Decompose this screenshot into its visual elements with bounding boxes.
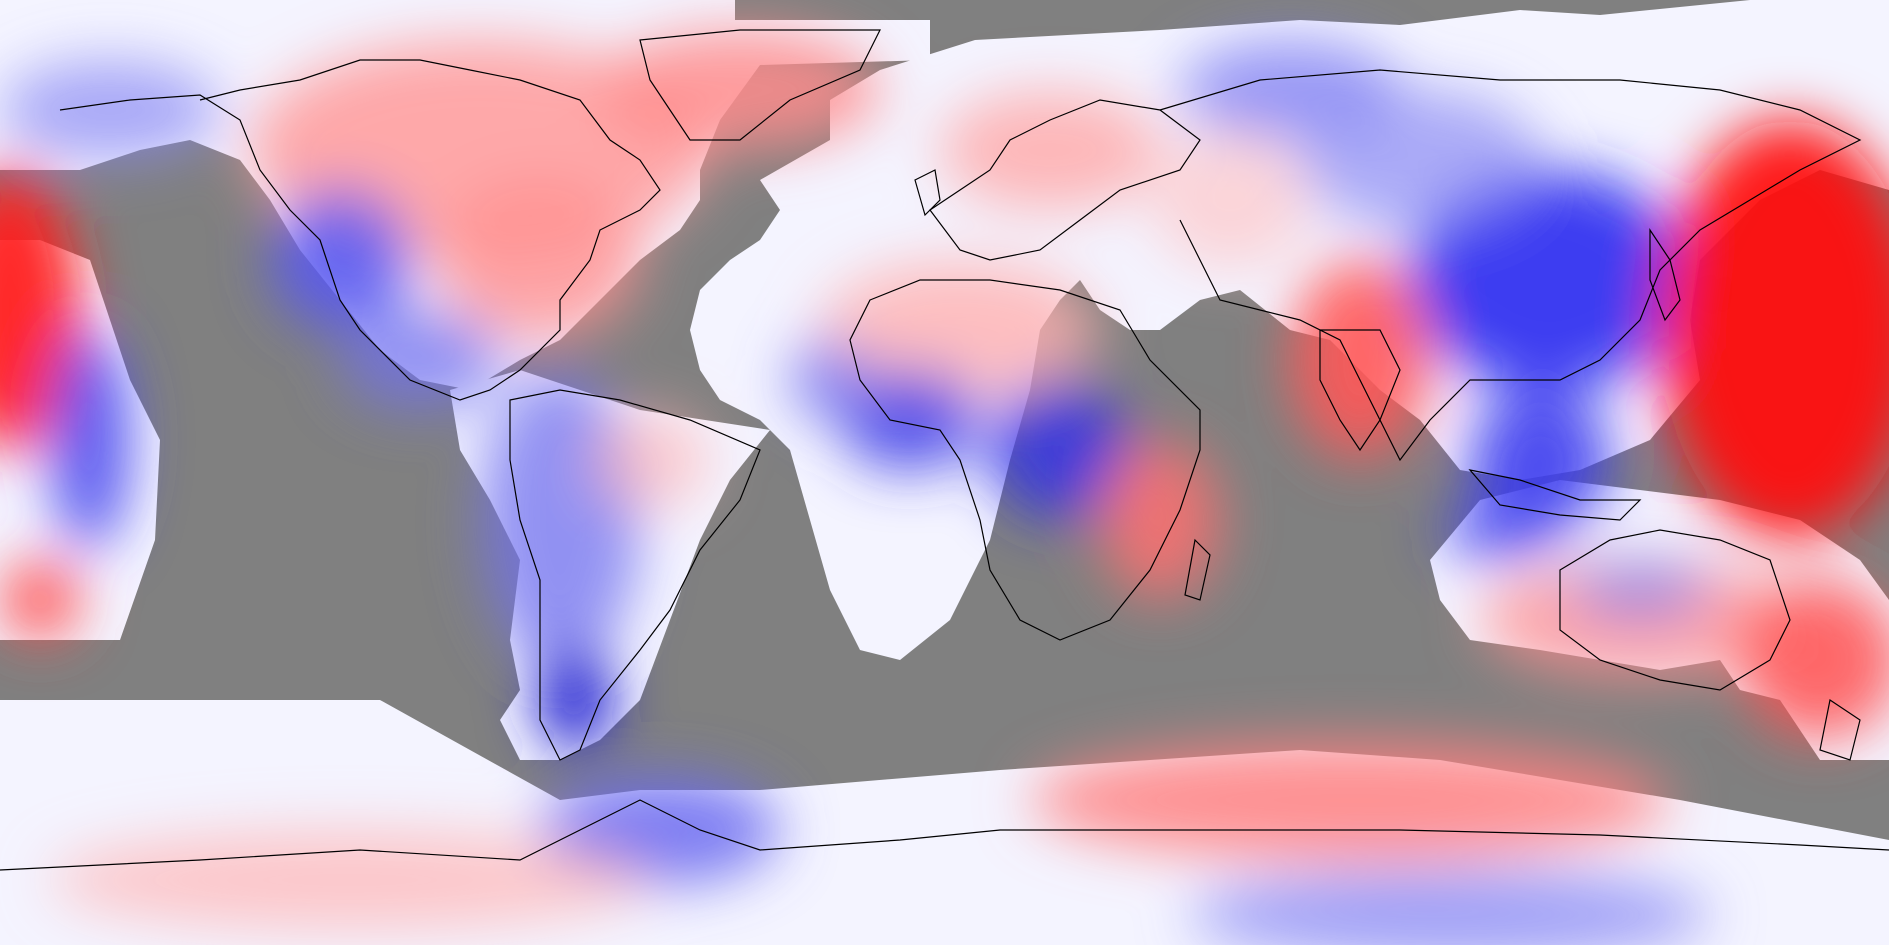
anomaly-greenland-warm: [600, 30, 880, 150]
coast-antarctica: [0, 799, 1889, 871]
anomaly-central-asia-warm: [1150, 130, 1310, 270]
anomaly-senegal-cool: [790, 340, 870, 420]
coast-india: [1319, 329, 1401, 452]
anomaly-pacific-west-cool: [50, 330, 130, 550]
coast-madagascar: [1184, 538, 1211, 601]
coast-new-zealand: [1819, 699, 1861, 761]
anomaly-antarctica-west-warm: [50, 830, 650, 930]
coast-europe: [929, 99, 1201, 261]
anomaly-se-africa-warm: [1100, 440, 1220, 600]
anomaly-sahara-warm: [820, 260, 1100, 400]
anomaly-asia-cool-band: [1300, 90, 1540, 230]
coast-australia: [1559, 529, 1791, 691]
anomaly-arctic-cool: [0, 60, 220, 160]
coastlines: [0, 29, 1889, 871]
anomaly-andes-cool: [480, 370, 640, 670]
anomaly-pacific-sw-warm: [0, 560, 80, 640]
anomaly-southern-ocean-warm: [1030, 740, 1670, 860]
anomaly-patagonia-cool: [535, 650, 615, 750]
anomaly-east-africa-cool: [990, 380, 1130, 520]
anomaly-china-cool: [1410, 170, 1690, 390]
coast-asia: [1159, 69, 1862, 462]
anomaly-nw-pacific-warm: [1660, 120, 1889, 540]
anomaly-indochina-cool: [1470, 390, 1610, 530]
anomaly-tasman-warm: [1740, 580, 1889, 740]
anomaly-antarctica-cool: [1190, 870, 1710, 945]
anomaly-india-warm: [1290, 260, 1430, 460]
coast-africa: [849, 279, 1201, 641]
anomaly-west-africa-cool: [840, 370, 980, 470]
anomaly-amazon-warm: [590, 410, 710, 510]
coast-indonesia: [1468, 469, 1642, 521]
anomaly-australia-cool: [1570, 560, 1710, 620]
anomaly-mexico-cool: [340, 310, 500, 410]
coast-japan: [1649, 228, 1681, 322]
coast-greenland: [639, 29, 881, 141]
coast-north-america: [59, 59, 661, 401]
anomaly-indonesia-cool: [1440, 500, 1560, 560]
anomaly-eastern-us-warm: [440, 180, 640, 340]
coast-uk: [914, 169, 941, 217]
anomaly-scandinavia-warm: [940, 90, 1160, 210]
coast-south-america: [509, 389, 761, 761]
